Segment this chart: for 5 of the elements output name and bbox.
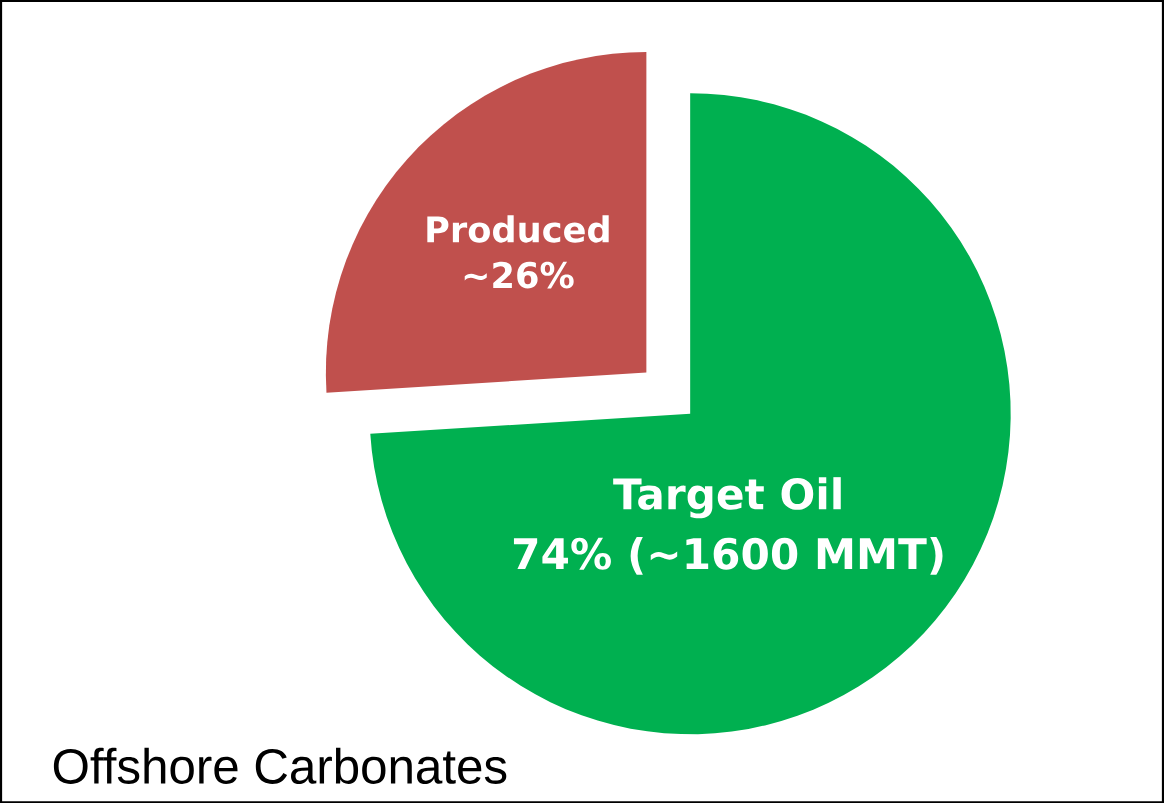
slice-label: Target Oil xyxy=(613,476,841,519)
text: Offshore Carbonates xyxy=(53,747,507,784)
data-label: 74% (~1600 MMT) xyxy=(513,536,943,575)
slice-label: Produced xyxy=(427,215,609,243)
data-label: ~26% xyxy=(464,261,574,289)
